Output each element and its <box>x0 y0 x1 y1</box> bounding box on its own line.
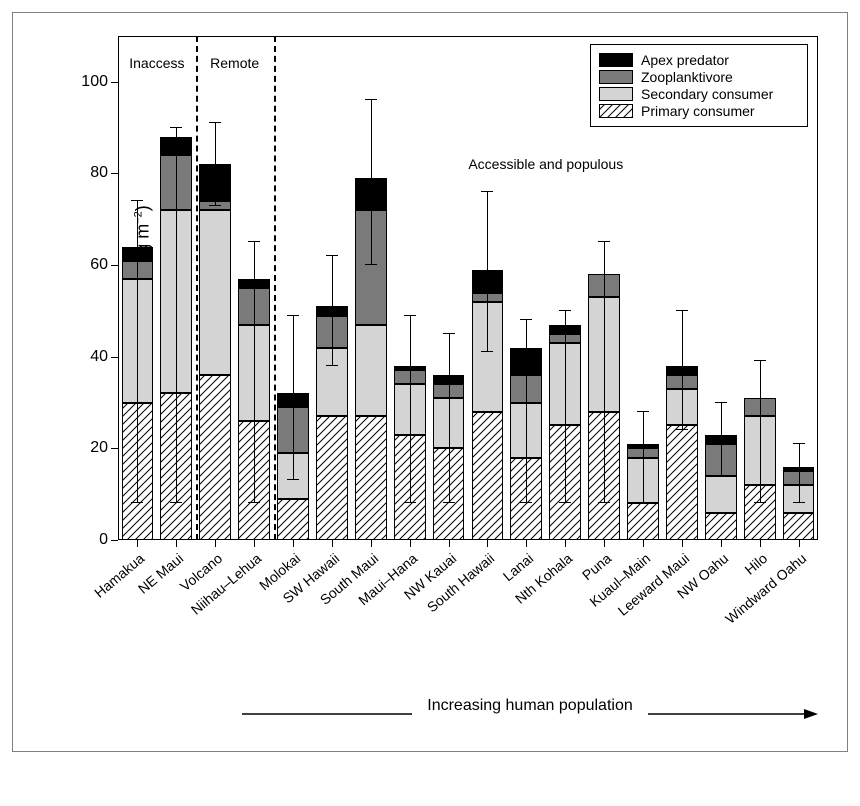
divider <box>196 36 198 540</box>
legend-item: Secondary consumer <box>599 86 799 102</box>
legend-item: Primary consumer <box>599 103 799 119</box>
legend-swatch <box>599 53 633 67</box>
bar-10 <box>510 36 542 540</box>
bar-4 <box>277 36 309 540</box>
bar-6 <box>355 36 387 540</box>
bar-seg-secondary <box>705 476 737 513</box>
bar-seg-primary <box>277 499 309 540</box>
bar-seg-primary <box>355 416 387 540</box>
legend-item: Zooplanktivore <box>599 69 799 85</box>
chart-plot-area: Fish biomass (g m−2) 020406080100 Inacce… <box>118 36 818 540</box>
bar-11 <box>549 36 581 540</box>
bar-seg-primary <box>705 513 737 540</box>
y-tick-label: 60 <box>90 256 108 274</box>
bar-2 <box>199 36 231 540</box>
bar-seg-primary <box>627 503 659 540</box>
bar-seg-primary <box>666 425 698 540</box>
y-tick-label: 20 <box>90 439 108 457</box>
bar-seg-primary <box>316 416 348 540</box>
legend-swatch <box>599 70 633 84</box>
bar-seg-primary <box>199 375 231 540</box>
legend-swatch <box>599 87 633 101</box>
bar-1 <box>160 36 192 540</box>
bar-seg-primary <box>783 513 815 540</box>
bar-seg-secondary <box>199 210 231 375</box>
bar-9 <box>472 36 504 540</box>
legend-label: Primary consumer <box>641 103 755 119</box>
divider <box>274 36 276 540</box>
bar-5 <box>316 36 348 540</box>
x-axis-caption: Increasing human population <box>427 697 632 715</box>
legend-label: Apex predator <box>641 52 729 68</box>
y-tick-label: 0 <box>99 531 108 549</box>
bar-3 <box>238 36 270 540</box>
y-tick-label: 100 <box>81 73 108 91</box>
bar-0 <box>122 36 154 540</box>
legend-label: Secondary consumer <box>641 86 773 102</box>
legend-label: Zooplanktivore <box>641 69 733 85</box>
legend-item: Apex predator <box>599 52 799 68</box>
legend-swatch <box>599 104 633 118</box>
y-tick-label: 40 <box>90 348 108 366</box>
bar-seg-secondary <box>355 325 387 417</box>
y-tick-label: 80 <box>90 164 108 182</box>
bar-seg-primary <box>472 412 504 540</box>
legend: Apex predatorZooplanktivoreSecondary con… <box>590 44 808 127</box>
bar-7 <box>394 36 426 540</box>
bar-8 <box>433 36 465 540</box>
